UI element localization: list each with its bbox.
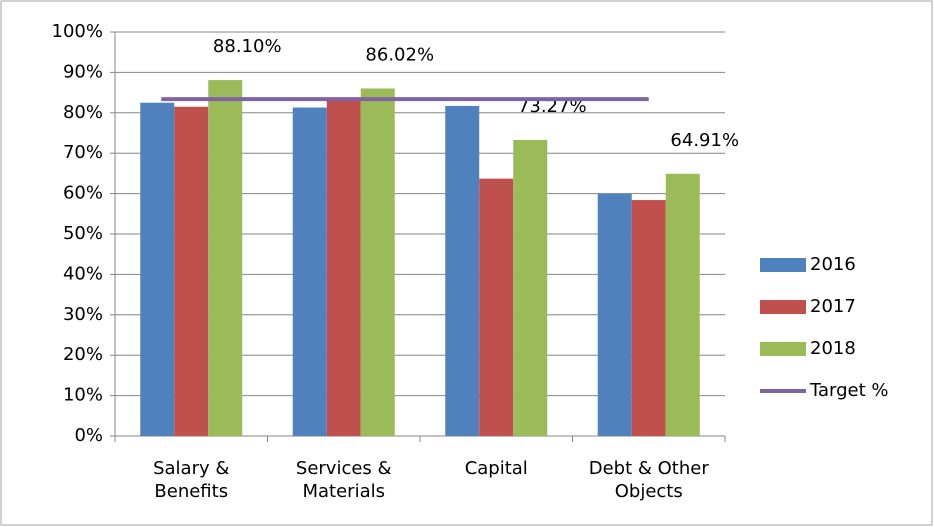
bar [479, 178, 514, 437]
bar [292, 107, 327, 436]
bar [360, 88, 395, 437]
legend-label: 2017 [810, 296, 856, 317]
legend-label: 2018 [810, 338, 856, 359]
legend-swatch [760, 342, 806, 356]
data-label: 86.02% [365, 44, 434, 65]
legend-swatch [760, 258, 806, 272]
bar [513, 139, 548, 436]
legend-label: Target % [809, 380, 889, 401]
y-tick-label: 10% [63, 385, 103, 406]
y-tick-label: 50% [63, 223, 103, 244]
bar [597, 193, 632, 436]
x-tick-label: Capital [465, 458, 528, 479]
data-label: 64.91% [670, 130, 739, 151]
x-tick-label: Services & Materials [296, 458, 392, 502]
y-tick-label: 80% [63, 102, 103, 123]
legend-label: 2016 [810, 254, 856, 275]
bar [140, 102, 175, 436]
x-tick-label: Salary & Benefits [153, 458, 229, 502]
legend-swatch [760, 300, 806, 314]
bar [631, 200, 666, 436]
y-tick-label: 100% [52, 21, 103, 42]
y-tick-label: 60% [63, 183, 103, 204]
bar [174, 106, 209, 437]
y-tick-label: 0% [74, 425, 103, 446]
bar [665, 173, 700, 436]
bar [208, 80, 243, 437]
bar [445, 105, 480, 436]
y-tick-label: 30% [63, 304, 103, 325]
x-tick-label: Debt & Other Objects [589, 458, 710, 502]
data-label: 88.10% [213, 36, 282, 57]
y-tick-label: 70% [63, 142, 103, 163]
bar [326, 99, 361, 436]
y-tick-label: 90% [63, 61, 103, 82]
y-tick-label: 40% [63, 263, 103, 284]
data-label: 73.27% [518, 96, 587, 117]
y-tick-label: 20% [63, 344, 103, 365]
